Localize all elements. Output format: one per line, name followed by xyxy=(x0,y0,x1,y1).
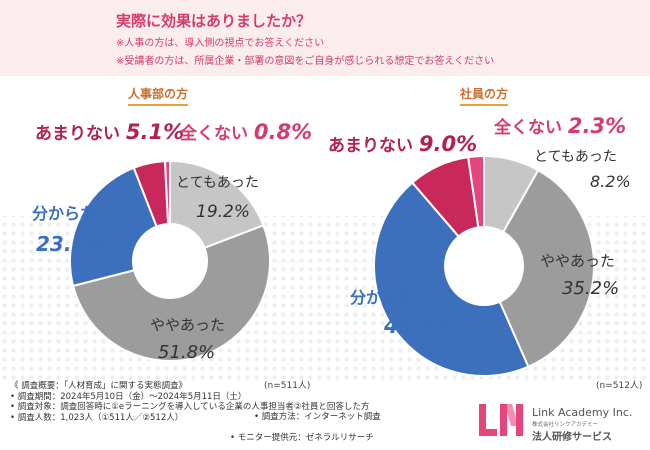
value-emp-totemo: 8.2% xyxy=(590,172,631,191)
survey-footer: 《 調査概要：「人材育成」に関する実態調査》 • 調査期間：2024年5月10日… xyxy=(10,381,369,423)
value-hr-totemo: 19.2% xyxy=(196,202,251,222)
label-hr-yaya: ややあった xyxy=(150,316,226,334)
slice-emp-yaya xyxy=(482,168,595,368)
footer-method: • 調査方法：インターネット調査 xyxy=(254,412,381,422)
label-emp-amari: あまりない 9.0% xyxy=(328,132,478,156)
value-hr-wakaranai: 23.1% xyxy=(36,232,106,256)
label-emp-yaya: ややあった xyxy=(540,252,616,270)
footer-period: • 調査期間：2024年5月10日（金）〜2024年5月11日（土） xyxy=(10,391,247,402)
label-emp-wakaranai: 分からない xyxy=(350,288,431,307)
label-hr-wakaranai: 分からない xyxy=(32,204,113,223)
question-title: 実際に効果はありましたか？ xyxy=(116,12,312,30)
chart-title-hr: 人事部の方 xyxy=(128,85,189,106)
header-banner: 実際に効果はありましたか？ ※人事の方は、導入側の視点でお答えください ※受講者… xyxy=(0,0,650,76)
donut-charts xyxy=(69,154,595,377)
value-emp-wakaranai: 45.3% xyxy=(384,314,457,338)
logo-name: Link Academy Inc. xyxy=(532,406,633,419)
footer-provider: • モニター提供元：ゼネラルリサーチ xyxy=(230,433,374,443)
chart-title-employee: 社員の方 xyxy=(460,85,509,106)
n-employee: (n=512人) xyxy=(596,381,643,391)
lm-logo-icon xyxy=(479,404,523,436)
label-emp-totemo: とてもあった xyxy=(534,149,617,165)
note-hr: ※人事の方は、導入側の視点でお答えください xyxy=(116,38,325,49)
footer-target: • 調査対象：調査回答時に①eラーニングを導入している企業の人事担当者②社員と回… xyxy=(10,402,370,412)
donut-hole-hr xyxy=(132,223,208,299)
label-emp-zenzen: 全くない 2.3% xyxy=(494,114,627,138)
footer-count: • 調査人数：1,023人（①511人／②512人） xyxy=(10,412,184,423)
n-hr: (n=511人) xyxy=(264,381,311,391)
label-hr-zenzen: 全くない 0.8% xyxy=(180,120,313,144)
label-hr-totemo: とてもあった xyxy=(176,175,259,191)
logo-company-jp: 株式会社リンクアカデミー xyxy=(532,422,599,428)
footer-heading: 《 調査概要：「人材育成」に関する実態調査》 xyxy=(10,381,187,391)
label-hr-amari: あまりない 5.1% xyxy=(35,120,185,144)
note-employee: ※受講者の方は、所属企業・部署の意図をご自身が感じられる想定でお答えください xyxy=(116,56,495,67)
value-emp-yaya: 35.2% xyxy=(562,278,620,299)
logo-service: 法人研修サービス xyxy=(532,432,612,443)
donut-hole-emp xyxy=(444,226,524,306)
value-hr-yaya: 51.8% xyxy=(158,342,216,363)
